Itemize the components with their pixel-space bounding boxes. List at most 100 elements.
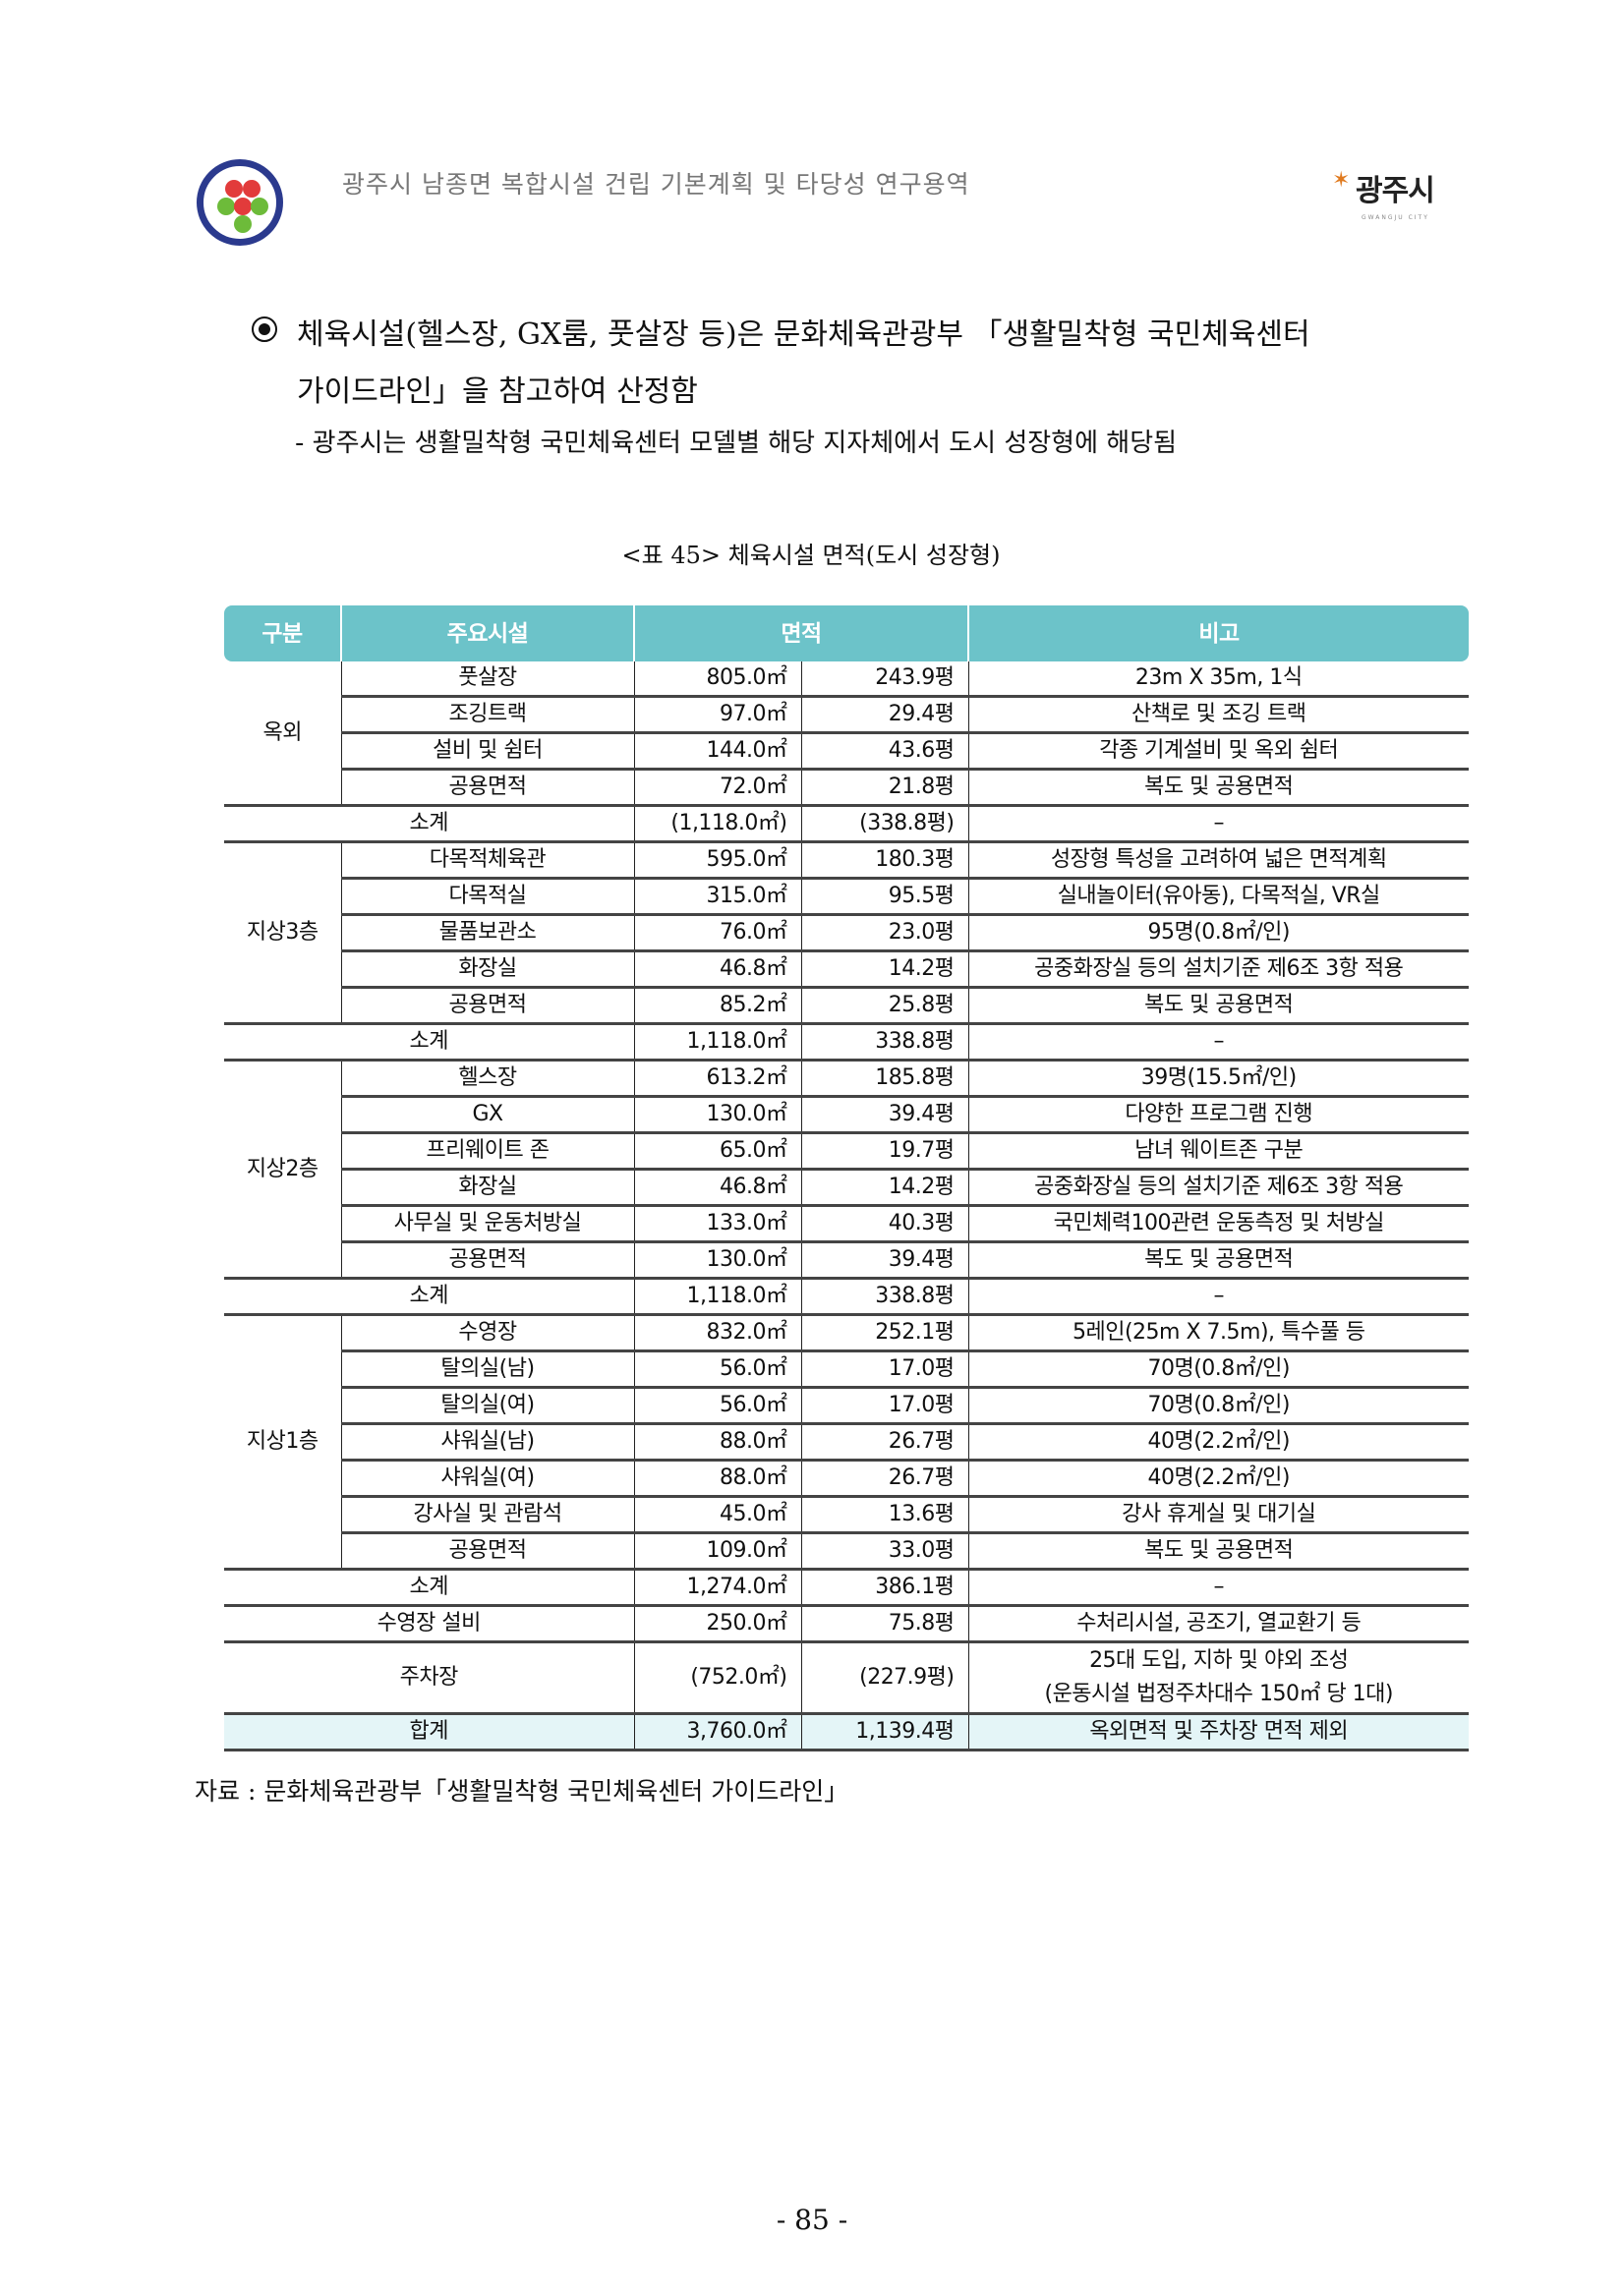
city-logo-text: 광주시 bbox=[1356, 174, 1435, 208]
facility-cell: 탈의실(남) bbox=[340, 1350, 634, 1389]
organization-emblem-logo bbox=[197, 159, 283, 246]
table-row: 수영장 설비 250.0㎡ 75.8평 수처리시설, 공조기, 열교환기 등 bbox=[224, 1605, 1469, 1643]
body-text-block: 체육시설(헬스장, GX룸, 풋살장 등)은 문화체육관광부 「생활밀착형 국민… bbox=[252, 307, 1480, 462]
table-row: 공용면적 85.2㎡ 25.8평 복도 및 공용면적 bbox=[224, 987, 1469, 1025]
note-cell: 39명(15.5㎡/인) bbox=[967, 1060, 1469, 1098]
facility-cell: 샤워실(여) bbox=[340, 1460, 634, 1498]
row-label: 수영장 설비 bbox=[224, 1605, 634, 1643]
table-row: GX 130.0㎡ 39.4평 다양한 프로그램 진행 bbox=[224, 1096, 1469, 1134]
area-m2-cell: 76.0㎡ bbox=[633, 914, 801, 952]
area-pyeong-cell: 180.3평 bbox=[800, 841, 968, 880]
area-pyeong-cell: 23.0평 bbox=[800, 914, 968, 952]
facility-cell: 물품보관소 bbox=[340, 914, 634, 952]
group-label: 지상2층 bbox=[224, 1060, 341, 1280]
note-cell: 산책로 및 조깅 트랙 bbox=[967, 696, 1469, 734]
header-note: 비고 bbox=[967, 605, 1469, 661]
note-cell: 공중화장실 등의 설치기준 제6조 3항 적용 bbox=[967, 1169, 1469, 1207]
total-label: 합계 bbox=[224, 1713, 634, 1751]
table-header-row: 구분 주요시설 면적 비고 bbox=[224, 605, 1469, 661]
table-row: 강사실 및 관람석 45.0㎡ 13.6평 강사 휴게실 및 대기실 bbox=[224, 1496, 1469, 1534]
gwangju-city-logo: ✶ 광주시 GWANGJU CITY bbox=[1332, 169, 1470, 234]
facility-cell: 수영장 bbox=[340, 1314, 634, 1352]
document-header-title: 광주시 남종면 복합시설 건립 기본계획 및 타당성 연구용역 bbox=[342, 170, 970, 199]
facility-cell: 공용면적 bbox=[340, 1241, 634, 1280]
facility-cell: 풋살장 bbox=[340, 661, 634, 698]
table-row: 물품보관소 76.0㎡ 23.0평 95명(0.8㎡/인) bbox=[224, 914, 1469, 952]
table-section: <표 45> 체육시설 면적(도시 성장형) 구분 주요시설 면적 비고 옥외 풋… bbox=[195, 539, 1473, 1808]
area-m2-cell: 72.0㎡ bbox=[633, 769, 801, 807]
table-row: 공용면적 109.0㎡ 33.0평 복도 및 공용면적 bbox=[224, 1532, 1469, 1571]
area-pyeong-cell: 33.0평 bbox=[800, 1532, 968, 1571]
area-m2-cell: 130.0㎡ bbox=[633, 1241, 801, 1280]
note-cell: 복도 및 공용면적 bbox=[967, 1241, 1469, 1280]
subtotal-pyeong: 338.8평 bbox=[800, 1278, 968, 1316]
note-cell: 수처리시설, 공조기, 열교환기 등 bbox=[967, 1605, 1469, 1643]
sub-item-text: - 광주시는 생활밀착형 국민체육센터 모델별 해당 지자체에서 도시 성장형에… bbox=[295, 429, 1178, 458]
facility-cell: 샤워실(남) bbox=[340, 1423, 634, 1462]
area-pyeong-cell: 26.7평 bbox=[800, 1423, 968, 1462]
header-facility: 주요시설 bbox=[340, 605, 634, 661]
facility-cell: 조깅트랙 bbox=[340, 696, 634, 734]
subtotal-label: 소계 bbox=[224, 1023, 634, 1062]
note-cell: 25대 도입, 지하 및 야외 조성 (운동시설 법정주차대수 150㎡ 당 1대… bbox=[967, 1641, 1469, 1715]
area-m2-cell: 56.0㎡ bbox=[633, 1387, 801, 1425]
area-pyeong-cell: 17.0평 bbox=[800, 1350, 968, 1389]
area-m2-cell: 46.8㎡ bbox=[633, 950, 801, 989]
table-row: 조깅트랙 97.0㎡ 29.4평 산책로 및 조깅 트랙 bbox=[224, 696, 1469, 734]
area-m2-cell: 109.0㎡ bbox=[633, 1532, 801, 1571]
source-note: 자료 : 문화체육관광부「생활밀착형 국민체육센터 가이드라인」 bbox=[195, 1777, 849, 1806]
area-m2-cell: 613.2㎡ bbox=[633, 1060, 801, 1098]
note-cell: 다양한 프로그램 진행 bbox=[967, 1096, 1469, 1134]
header-category: 구분 bbox=[224, 605, 341, 661]
table-row: 지상2층 헬스장 613.2㎡ 185.8평 39명(15.5㎡/인) bbox=[224, 1060, 1469, 1280]
area-m2-cell: 805.0㎡ bbox=[633, 661, 801, 698]
facility-cell: 다목적체육관 bbox=[340, 841, 634, 880]
table-row: 공용면적 72.0㎡ 21.8평 복도 및 공용면적 bbox=[224, 769, 1469, 807]
subtotal-note: – bbox=[967, 1278, 1469, 1316]
area-pyeong-cell: 75.8평 bbox=[800, 1605, 968, 1643]
subtotal-pyeong: 386.1평 bbox=[800, 1569, 968, 1607]
facility-cell: 다목적실 bbox=[340, 878, 634, 916]
subtotal-note: – bbox=[967, 1569, 1469, 1607]
table-row: 화장실 46.8㎡ 14.2평 공중화장실 등의 설치기준 제6조 3항 적용 bbox=[224, 950, 1469, 989]
group-label: 지상1층 bbox=[224, 1314, 341, 1571]
subtotal-label: 소계 bbox=[224, 805, 634, 843]
note-cell: 40명(2.2㎡/인) bbox=[967, 1423, 1469, 1462]
table-row: 프리웨이트 존 65.0㎡ 19.7평 남녀 웨이트존 구분 bbox=[224, 1132, 1469, 1171]
table-row: 다목적실 315.0㎡ 95.5평 실내놀이터(유아동), 다목적실, VR실 bbox=[224, 878, 1469, 916]
facility-cell: 프리웨이트 존 bbox=[340, 1132, 634, 1171]
subtotal-m2: (1,118.0㎡) bbox=[633, 805, 801, 843]
area-m2-cell: 46.8㎡ bbox=[633, 1169, 801, 1207]
subtotal-pyeong: (338.8평) bbox=[800, 805, 968, 843]
group-label: 지상3층 bbox=[224, 841, 341, 1025]
area-pyeong-cell: 243.9평 bbox=[800, 661, 968, 698]
area-pyeong-cell: 25.8평 bbox=[800, 987, 968, 1025]
facility-cell: 공용면적 bbox=[340, 769, 634, 807]
area-m2-cell: 97.0㎡ bbox=[633, 696, 801, 734]
facility-cell: 공용면적 bbox=[340, 987, 634, 1025]
area-m2-cell: (752.0㎡) bbox=[633, 1641, 801, 1715]
area-pyeong-cell: 29.4평 bbox=[800, 696, 968, 734]
note-cell: 공중화장실 등의 설치기준 제6조 3항 적용 bbox=[967, 950, 1469, 989]
city-logo-subtext: GWANGJU CITY bbox=[1362, 214, 1429, 221]
table-row: 탈의실(남) 56.0㎡ 17.0평 70명(0.8㎡/인) bbox=[224, 1350, 1469, 1389]
area-m2-cell: 88.0㎡ bbox=[633, 1423, 801, 1462]
facility-cell: 강사실 및 관람석 bbox=[340, 1496, 634, 1534]
area-m2-cell: 65.0㎡ bbox=[633, 1132, 801, 1171]
bullet-text-line2: 가이드라인」을 참고하여 산정함 bbox=[297, 374, 698, 409]
facility-cell: 탈의실(여) bbox=[340, 1387, 634, 1425]
area-m2-cell: 133.0㎡ bbox=[633, 1205, 801, 1243]
subtotal-label: 소계 bbox=[224, 1278, 634, 1316]
area-pyeong-cell: 252.1평 bbox=[800, 1314, 968, 1352]
note-cell: 복도 및 공용면적 bbox=[967, 1532, 1469, 1571]
note-cell: 복도 및 공용면적 bbox=[967, 769, 1469, 807]
subtotal-m2: 1,118.0㎡ bbox=[633, 1278, 801, 1316]
area-pyeong-cell: 17.0평 bbox=[800, 1387, 968, 1425]
row-label: 주차장 bbox=[224, 1641, 634, 1715]
table-row: 공용면적 130.0㎡ 39.4평 복도 및 공용면적 bbox=[224, 1241, 1469, 1280]
area-m2-cell: 88.0㎡ bbox=[633, 1460, 801, 1498]
subtotal-row: 소계 1,274.0㎡ 386.1평 – bbox=[224, 1569, 1469, 1607]
area-m2-cell: 45.0㎡ bbox=[633, 1496, 801, 1534]
note-cell: 국민체력100관련 운동측정 및 처방실 bbox=[967, 1205, 1469, 1243]
bullet-text-line1: 체육시설(헬스장, GX룸, 풋살장 등)은 문화체육관광부 「생활밀착형 국민… bbox=[297, 317, 1310, 352]
